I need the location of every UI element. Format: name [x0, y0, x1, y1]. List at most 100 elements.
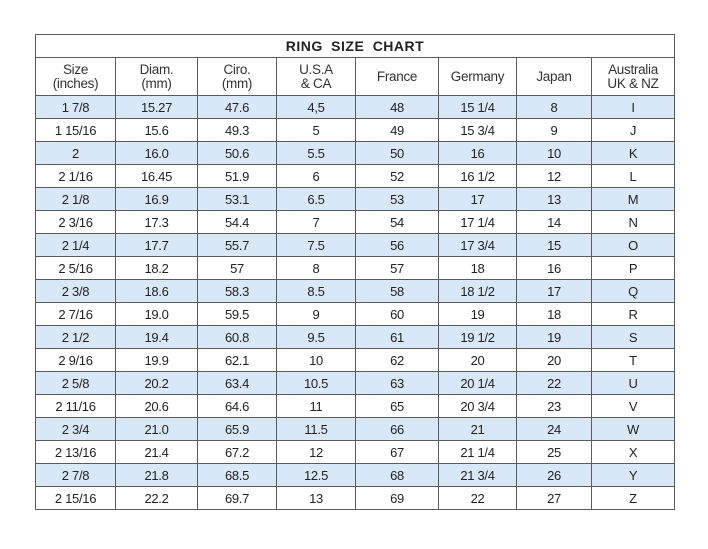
- table-row: 2 16.0 50.6 5.5 50 16 10 K: [35, 141, 675, 165]
- table-cell: 58: [355, 279, 439, 303]
- table-cell: 26: [516, 463, 592, 487]
- table-cell: 52: [355, 164, 439, 188]
- table-cell: 68.5: [197, 463, 277, 487]
- table-cell: 5: [276, 118, 356, 142]
- table-cell: 7.5: [276, 233, 356, 257]
- table-cell: 55.7: [197, 233, 277, 257]
- column-header: U.S.A & CA: [276, 57, 356, 96]
- table-cell: 18: [516, 302, 592, 326]
- table-row: 2 3/8 18.6 58.3 8.5 58 18 1/2 17 Q: [35, 279, 675, 303]
- table-cell: 2 1/2: [35, 325, 116, 349]
- table-cell: R: [591, 302, 675, 326]
- table-cell: 17: [438, 187, 517, 211]
- table-cell: 27: [516, 486, 592, 510]
- table-cell: 6.5: [276, 187, 356, 211]
- table-cell: U: [591, 371, 675, 395]
- table-cell: 60: [355, 302, 439, 326]
- table-cell: 23: [516, 394, 592, 418]
- table-row: 2 11/16 20.6 64.6 11 65 20 3/4 23 V: [35, 394, 675, 418]
- table-cell: 1 7/8: [35, 95, 116, 119]
- table-cell: V: [591, 394, 675, 418]
- table-cell: 66: [355, 417, 439, 441]
- table-cell: L: [591, 164, 675, 188]
- column-header-line: (inches): [52, 75, 99, 91]
- table-cell: 49.3: [197, 118, 277, 142]
- table-cell: 19.0: [115, 302, 198, 326]
- table-cell: 20 1/4: [438, 371, 517, 395]
- table-cell: 22.2: [115, 486, 198, 510]
- table-row: 2 3/16 17.3 54.4 7 54 17 1/4 14 N: [35, 210, 675, 234]
- table-cell: 16.45: [115, 164, 198, 188]
- table-cell: 15 3/4: [438, 118, 517, 142]
- column-header: France: [355, 57, 439, 96]
- table-row: 1 7/8 15.27 47.6 4,5 48 15 1/4 8 I: [35, 95, 675, 119]
- table-cell: 56: [355, 233, 439, 257]
- table-cell: 57: [197, 256, 277, 280]
- table-cell: 17 1/4: [438, 210, 517, 234]
- table-cell: M: [591, 187, 675, 211]
- table-cell: 16 1/2: [438, 164, 517, 188]
- column-header-line: Japan: [536, 68, 572, 84]
- column-header-line: Ciro.: [223, 61, 251, 77]
- ring-size-table: RING SIZE CHART Size (inches) Diam. (mm) Cir…: [35, 34, 675, 510]
- table-cell: 14: [516, 210, 592, 234]
- table-cell: 22: [516, 371, 592, 395]
- table-cell: 5.5: [276, 141, 356, 165]
- table-cell: 2 1/4: [35, 233, 116, 257]
- table-cell: 63: [355, 371, 439, 395]
- table-cell: 15: [516, 233, 592, 257]
- table-cell: 49: [355, 118, 439, 142]
- table-cell: 65.9: [197, 417, 277, 441]
- table-row: 2 5/8 20.2 63.4 10.5 63 20 1/4 22 U: [35, 371, 675, 395]
- table-cell: 21 3/4: [438, 463, 517, 487]
- table-cell: 21.4: [115, 440, 198, 464]
- table-cell: 19: [516, 325, 592, 349]
- table-row: 2 5/16 18.2 57 8 57 18 16 P: [35, 256, 675, 280]
- table-cell: 20 3/4: [438, 394, 517, 418]
- table-cell: 2 5/16: [35, 256, 116, 280]
- table-cell: 11: [276, 394, 356, 418]
- table-cell: 10: [276, 348, 356, 372]
- table-row: 2 1/2 19.4 60.8 9.5 61 19 1/2 19 S: [35, 325, 675, 349]
- column-header: Australia UK & NZ: [591, 57, 675, 96]
- column-header: Japan: [516, 57, 592, 96]
- table-cell: 48: [355, 95, 439, 119]
- table-cell: 21: [438, 417, 517, 441]
- column-header: Ciro. (mm): [197, 57, 277, 96]
- table-cell: 2 7/8: [35, 463, 116, 487]
- table-row: 2 1/16 16.45 51.9 6 52 16 1/2 12 L: [35, 164, 675, 188]
- table-cell: 2 15/16: [35, 486, 116, 510]
- table-cell: 2 3/4: [35, 417, 116, 441]
- table-row: 2 1/4 17.7 55.7 7.5 56 17 3/4 15 O: [35, 233, 675, 257]
- table-body: 1 7/8 15.27 47.6 4,5 48 15 1/4 8 I 1 15/16 15.6 49…: [35, 95, 675, 510]
- table-cell: 15.27: [115, 95, 198, 119]
- table-cell: 2 11/16: [35, 394, 116, 418]
- column-header-line: (mm): [141, 75, 172, 91]
- column-header-line: U.S.A: [299, 61, 333, 77]
- table-cell: 19: [438, 302, 517, 326]
- table-cell: 2 3/16: [35, 210, 116, 234]
- table-cell: 67: [355, 440, 439, 464]
- table-cell: 20: [438, 348, 517, 372]
- table-cell: 51.9: [197, 164, 277, 188]
- table-cell: 69: [355, 486, 439, 510]
- table-cell: 17: [516, 279, 592, 303]
- table-cell: 6: [276, 164, 356, 188]
- table-cell: O: [591, 233, 675, 257]
- table-cell: W: [591, 417, 675, 441]
- table-cell: 21.8: [115, 463, 198, 487]
- table-cell: 19.4: [115, 325, 198, 349]
- column-header-line: Australia: [608, 61, 658, 77]
- table-cell: 4,5: [276, 95, 356, 119]
- table-cell: 18: [438, 256, 517, 280]
- column-header: Diam. (mm): [115, 57, 198, 96]
- table-cell: 11.5: [276, 417, 356, 441]
- column-header-line: Diam.: [139, 61, 174, 77]
- table-cell: 13: [516, 187, 592, 211]
- table-cell: 2 9/16: [35, 348, 116, 372]
- table-cell: 50.6: [197, 141, 277, 165]
- table-cell: 62: [355, 348, 439, 372]
- table-cell: 13: [276, 486, 356, 510]
- table-cell: 54.4: [197, 210, 277, 234]
- table-row: 2 13/16 21.4 67.2 12 67 21 1/4 25 X: [35, 440, 675, 464]
